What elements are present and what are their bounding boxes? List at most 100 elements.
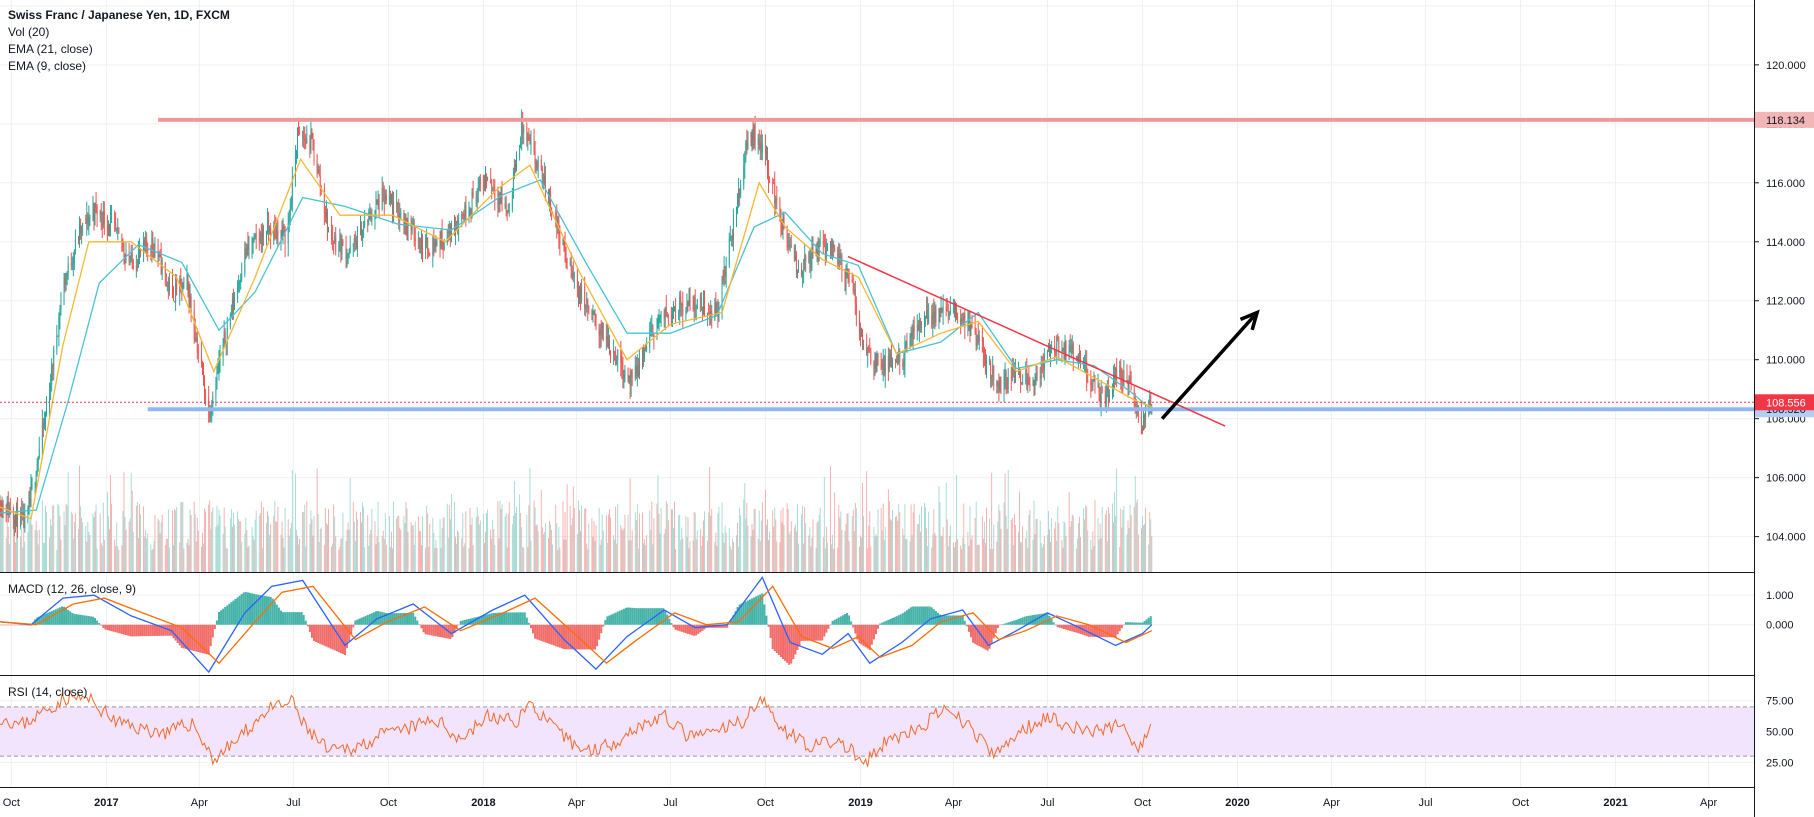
- volume-bar: [803, 543, 805, 572]
- volume-bar: [1065, 535, 1067, 572]
- volume-bar: [833, 548, 835, 572]
- macd-bar: [172, 624, 175, 639]
- volume-bar: [128, 521, 130, 572]
- volume-bar: [143, 506, 145, 572]
- candle-body: [175, 282, 177, 302]
- candle-body: [1065, 340, 1067, 360]
- candle-body: [385, 195, 387, 201]
- candle-body: [147, 247, 149, 251]
- candle-body: [600, 329, 602, 336]
- candle-body: [87, 214, 89, 226]
- candle-body: [339, 237, 341, 245]
- macd-bar: [335, 624, 338, 652]
- macd-bar: [1096, 624, 1099, 637]
- volume-bar: [1108, 512, 1110, 572]
- volume-bar: [196, 517, 198, 572]
- macd-bar: [449, 624, 452, 640]
- volume-bar: [674, 501, 675, 572]
- candle-body: [896, 361, 898, 363]
- candle-body: [910, 332, 912, 335]
- candle-body: [731, 235, 733, 240]
- volume-bar: [52, 505, 54, 572]
- volume-bar: [629, 478, 631, 572]
- ema9-line: [0, 157, 1153, 520]
- volume-bar: [659, 533, 661, 572]
- candle-body: [667, 316, 669, 318]
- volume-bar: [255, 510, 257, 572]
- candle-body: [758, 138, 760, 149]
- candle-body: [115, 223, 117, 230]
- macd-bar: [36, 617, 39, 625]
- volume-bar: [1151, 535, 1153, 572]
- volume-bar: [49, 537, 51, 572]
- macd-bar: [527, 622, 530, 625]
- volume-bar: [260, 501, 262, 572]
- candle-body: [759, 141, 761, 149]
- volume-bar: [863, 516, 865, 572]
- candle-body: [996, 381, 998, 387]
- macd-bar: [717, 624, 720, 628]
- volume-bar: [71, 513, 73, 572]
- volume-bar: [252, 536, 254, 572]
- volume-bar: [1104, 514, 1106, 572]
- candle-body: [5, 508, 7, 515]
- volume-bar: [876, 535, 878, 572]
- candle-body: [349, 247, 351, 254]
- volume-bar: [118, 549, 120, 572]
- volume-bar: [834, 492, 836, 572]
- volume-bar: [1012, 544, 1014, 572]
- candle-body: [605, 336, 607, 340]
- candle-body: [1134, 397, 1136, 408]
- volume-bar: [747, 525, 749, 572]
- candle-body: [911, 332, 913, 339]
- candle-body: [860, 334, 861, 337]
- macd-bar: [40, 615, 43, 625]
- candle-body: [412, 222, 414, 225]
- candle-body: [920, 324, 922, 328]
- volume-bar: [73, 522, 75, 572]
- candle-body: [875, 355, 877, 370]
- candle-body: [557, 219, 559, 227]
- macd-bar: [680, 624, 683, 632]
- macd-bar: [83, 615, 86, 625]
- macd-bar: [790, 624, 793, 664]
- volume-bar: [940, 535, 942, 572]
- candle-body: [776, 198, 778, 201]
- volume-bar: [340, 538, 342, 572]
- volume-bar: [490, 529, 492, 572]
- macd-bar: [614, 612, 617, 625]
- volume-bar: [899, 511, 901, 572]
- macd-bar: [862, 624, 865, 646]
- candle-body: [947, 311, 949, 316]
- macd-bar: [658, 608, 661, 625]
- volume-bar: [673, 527, 674, 572]
- macd-bar: [591, 624, 594, 650]
- candle-body: [461, 214, 463, 221]
- volume-bar: [1048, 511, 1049, 572]
- candle-body: [642, 352, 643, 360]
- candle-body: [935, 306, 937, 324]
- y-tick-label: 104.000: [1766, 532, 1806, 544]
- volume-bar: [406, 508, 408, 572]
- volume-bar: [30, 518, 32, 572]
- candle-body: [1062, 348, 1064, 351]
- volume-bar: [347, 522, 349, 572]
- volume-bar: [566, 484, 568, 572]
- candle-body: [613, 351, 615, 354]
- volume-bar: [259, 513, 261, 572]
- volume-bar: [1013, 513, 1015, 572]
- candle-body: [43, 418, 45, 426]
- macd-bar: [1069, 624, 1072, 631]
- candle-body: [953, 307, 954, 309]
- volume-bar: [572, 486, 574, 572]
- macd-bar: [879, 623, 882, 625]
- volume-bar: [630, 540, 632, 572]
- candle-body: [86, 214, 88, 224]
- candle-body: [305, 141, 307, 144]
- candle-body: [1035, 377, 1037, 384]
- candle-body: [1093, 378, 1095, 382]
- volume-bar: [168, 547, 170, 572]
- candle-body: [1007, 377, 1009, 390]
- candle-body: [1071, 344, 1073, 351]
